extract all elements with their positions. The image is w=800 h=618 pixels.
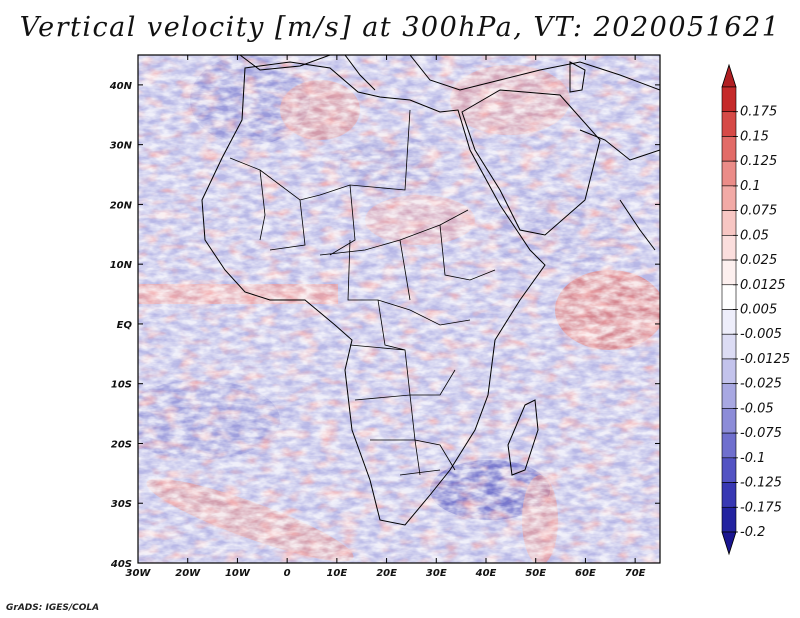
colorbar-band — [721, 284, 737, 310]
colorbar-band — [721, 136, 737, 162]
lat-tick-label: 40S — [110, 559, 132, 570]
colorbar-band — [721, 160, 737, 187]
lon-tick-label: 10E — [326, 568, 347, 579]
lat-tick-label: 30S — [111, 499, 132, 510]
lon-tick-label: 20W — [175, 568, 201, 579]
arabia-outline — [461, 89, 601, 236]
colorbar-label: 0.175 — [740, 105, 777, 120]
colorbar-label: 0.1 — [740, 179, 761, 194]
lon-tick-label: 0 — [284, 568, 291, 579]
colorbar-band — [721, 482, 737, 508]
lon-tick-label: 20E — [376, 568, 397, 579]
colorbar-band — [721, 309, 737, 335]
page-title: Vertical velocity [m/s] at 300hPa, VT: 2… — [19, 12, 781, 43]
colorbar-band — [721, 185, 737, 211]
madagascar-outline — [507, 399, 539, 476]
lon-tick-label: 30W — [126, 568, 152, 579]
lon-tick-label: 40E — [475, 568, 497, 579]
colorbar-label: 0.05 — [740, 228, 769, 243]
plot-frame — [137, 54, 661, 564]
europe-outline — [239, 55, 660, 91]
colorbar-bottom-arrow — [721, 531, 737, 556]
colorbar-band — [721, 333, 737, 360]
colorbar-band — [721, 506, 737, 533]
colorbar-label: -0.2 — [740, 525, 765, 540]
lat-tick-label: 20S — [111, 439, 132, 450]
coastlines — [201, 55, 660, 526]
colorbar-band — [721, 358, 737, 384]
africa-outline — [201, 61, 546, 526]
colorbar-label: -0.005 — [740, 327, 782, 342]
caspian-outline — [569, 61, 586, 93]
colorbar-band — [721, 383, 737, 409]
colorbar-label: 0.075 — [740, 204, 777, 219]
lon-tick-label: 30E — [426, 568, 447, 579]
colorbar-label: -0.175 — [740, 500, 782, 515]
colorbar-label: 0.025 — [740, 253, 777, 268]
lat-tick-label: 30N — [110, 141, 133, 152]
colorbar-label: -0.05 — [740, 401, 774, 416]
credit-text: GrADS: IGES/COLA — [6, 603, 100, 613]
colorbar-label: -0.075 — [740, 426, 782, 441]
lat-tick-label: 10S — [111, 380, 132, 391]
colorbar-band — [721, 457, 737, 483]
colorbar-band — [721, 432, 737, 459]
colorbar-label: -0.0125 — [740, 352, 790, 367]
lat-tick-label: EQ — [117, 320, 133, 331]
colorbar-label: 0.125 — [740, 154, 777, 169]
colorbar-label: 0.15 — [740, 129, 769, 144]
lon-tick-label: 60E — [575, 568, 596, 579]
country-borders — [229, 109, 496, 476]
colorbar-band — [721, 235, 737, 261]
lat-tick-label: 40N — [109, 81, 133, 92]
lon-tick-label: 70E — [625, 568, 646, 579]
colorbar-label: -0.125 — [740, 476, 782, 491]
colorbar-label: 0.0125 — [740, 278, 786, 293]
asia-coast — [579, 129, 660, 251]
colorbar-band — [721, 86, 737, 113]
colorbar-band — [721, 408, 737, 434]
colorbar-band — [721, 210, 737, 236]
colorbar-label: -0.025 — [740, 377, 782, 392]
colorbar-label: -0.1 — [740, 451, 765, 466]
axis-ticks: 30W 20W 10W 0 10E 20E 30E 40E 50E 60E 70E 40N 30N 20N… — [109, 55, 660, 579]
colorbar-band — [721, 111, 737, 137]
lon-tick-label: 10W — [225, 568, 251, 579]
lon-tick-label: 50E — [525, 568, 546, 579]
colorbar: 0.175 0.15 0.125 0.1 0.075 0.05 0.025 0.0125 0.0… — [721, 63, 790, 556]
lat-tick-label: 10N — [110, 260, 133, 271]
colorbar-band — [721, 259, 737, 286]
colorbar-top-arrow — [721, 63, 737, 88]
colorbar-label: 0.005 — [740, 303, 777, 318]
velocity-field — [138, 55, 660, 563]
lat-tick-label: 20N — [110, 200, 133, 211]
